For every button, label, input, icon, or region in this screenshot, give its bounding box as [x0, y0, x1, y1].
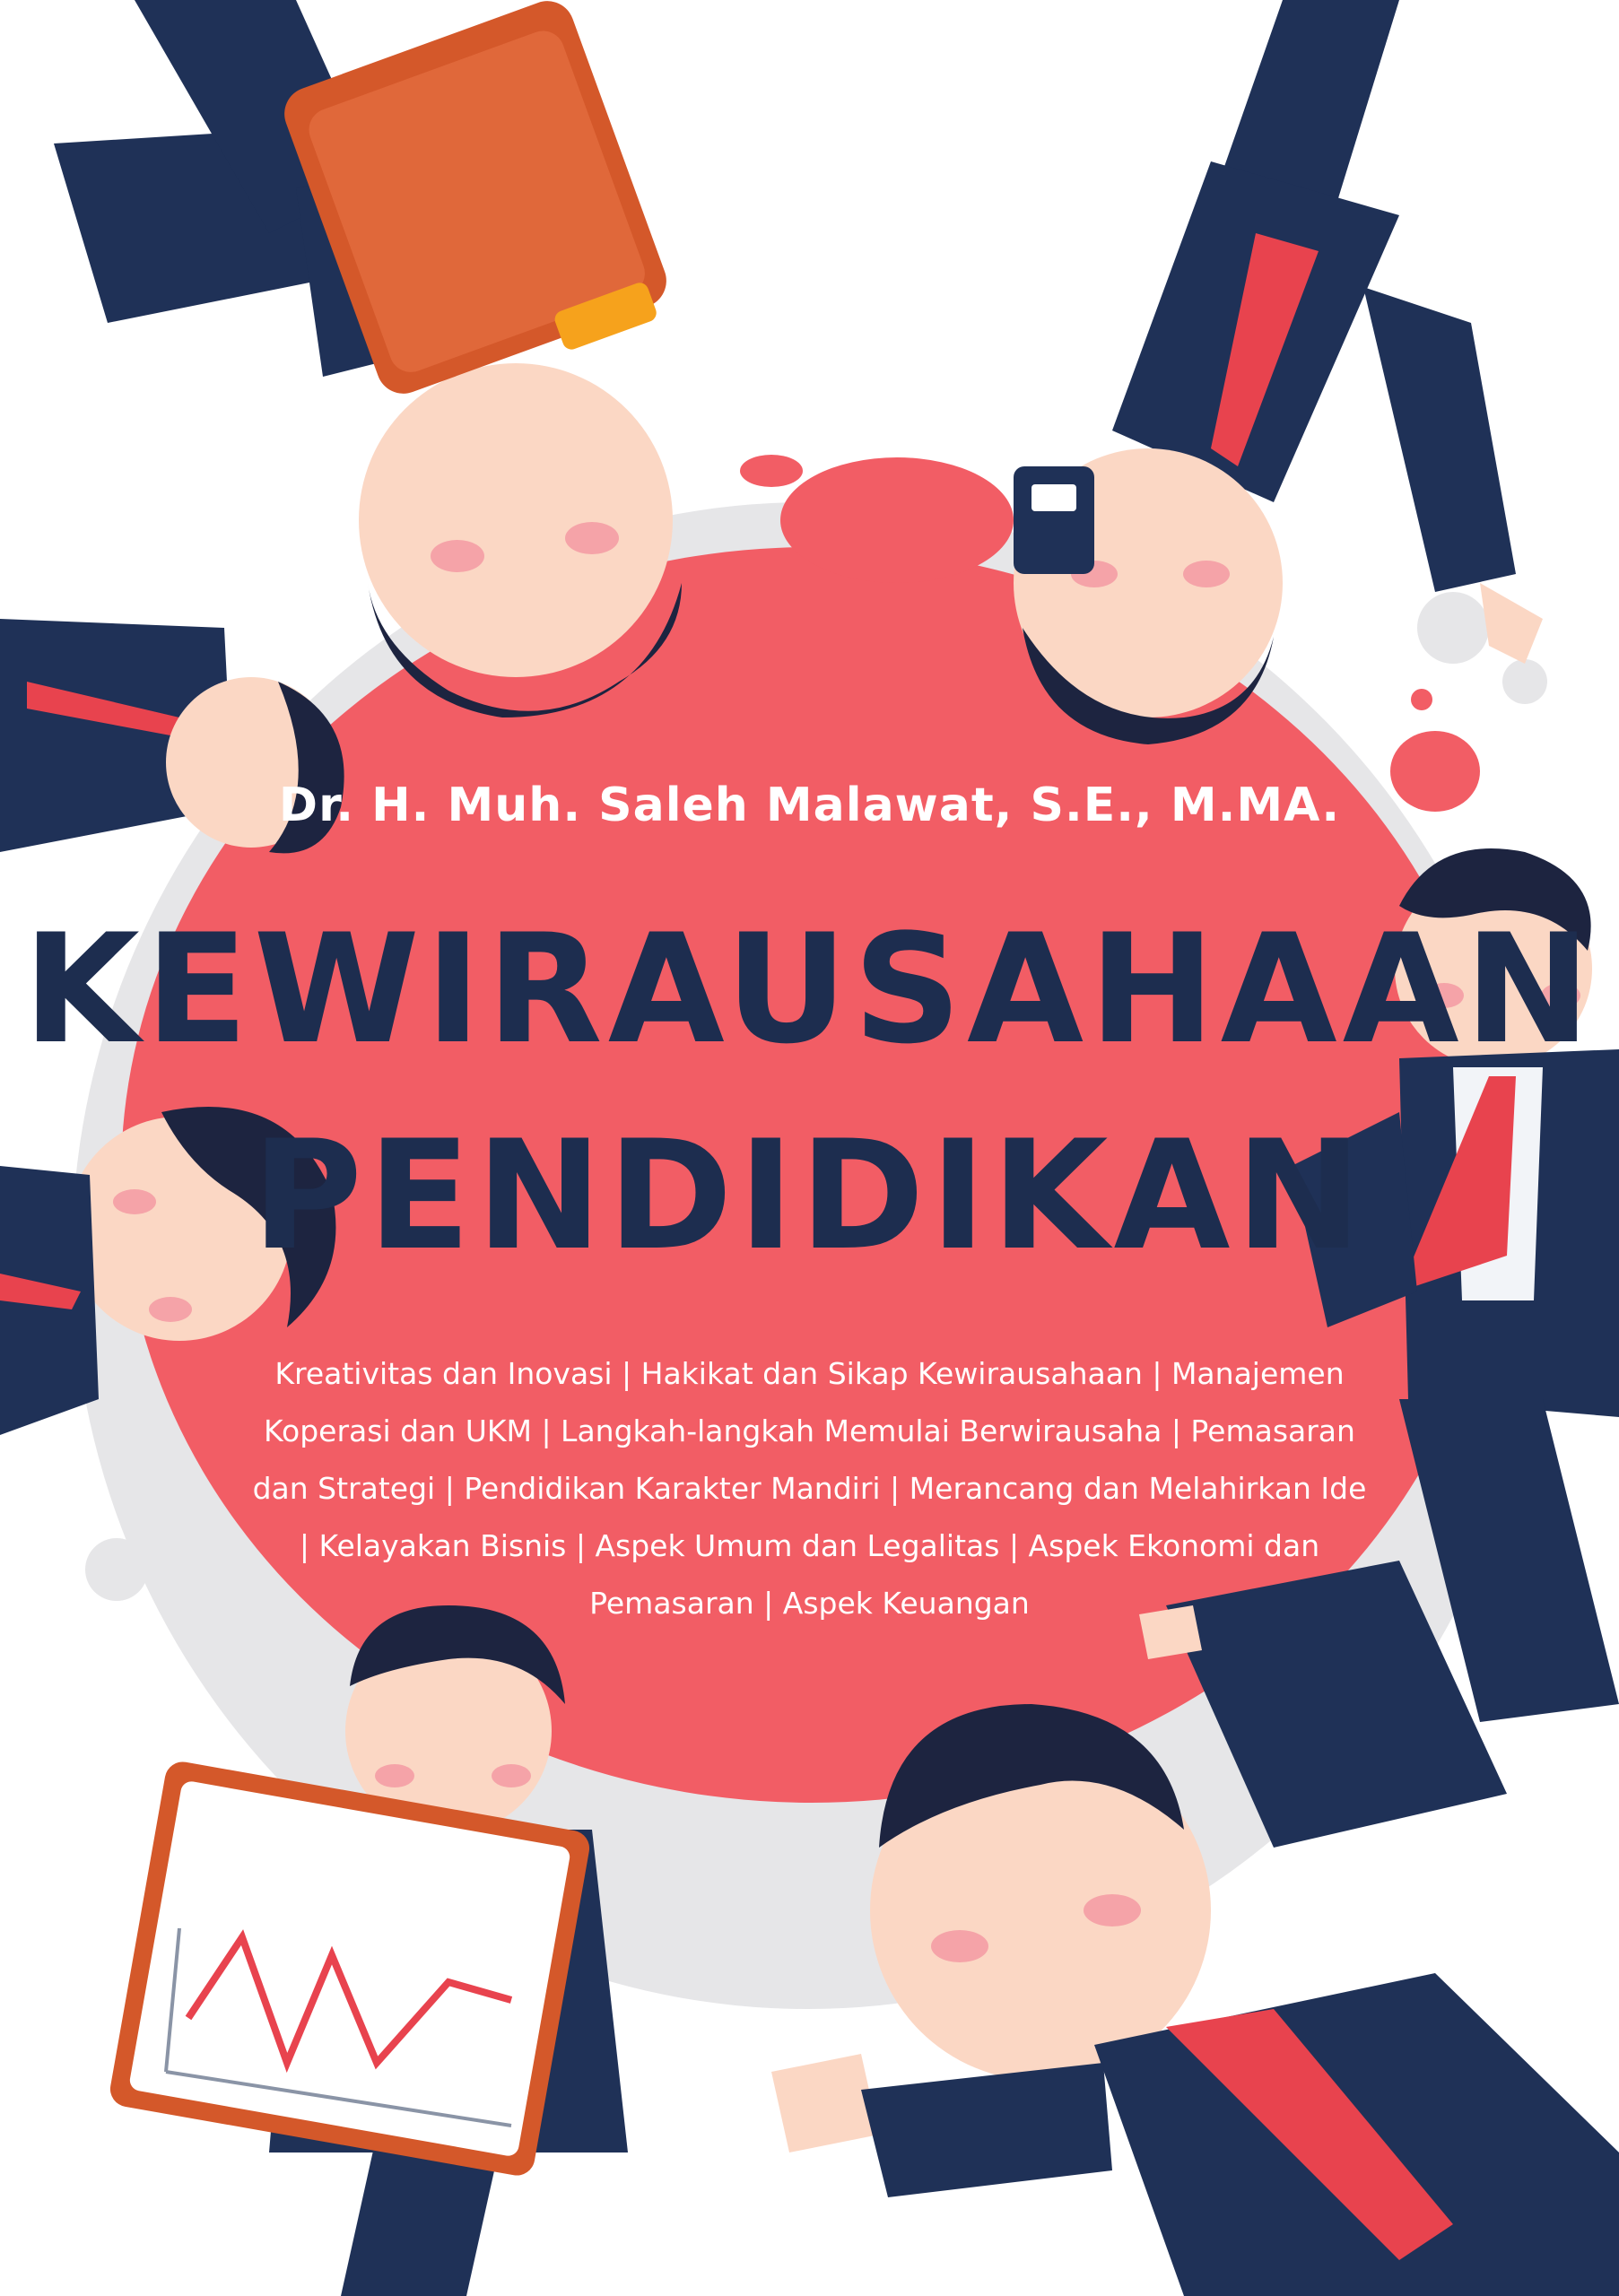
businessman-bottom-right [771, 1561, 1619, 2296]
book-title-line-1: KEWIRAUSAHAAN [22, 901, 1597, 1077]
businessman-left-middle [0, 1107, 336, 1435]
topics-list: Kreativitas dan Inovasi | Hakikat dan Si… [252, 1356, 1367, 1621]
red-splash [121, 455, 1502, 1803]
businessman-top-right [1014, 0, 1543, 744]
author-name: Dr. H. Muh. Saleh Malawat, S.E., M.MA. [278, 778, 1341, 832]
businessman-left-upper [0, 619, 344, 854]
book-title-line-2: PENDIDIKAN [251, 1108, 1368, 1283]
businessman-right-middle [1292, 848, 1619, 1722]
chart-board-icon [109, 1761, 590, 2176]
id-badge-icon [1014, 466, 1094, 574]
clipboard-icon [284, 1, 666, 394]
